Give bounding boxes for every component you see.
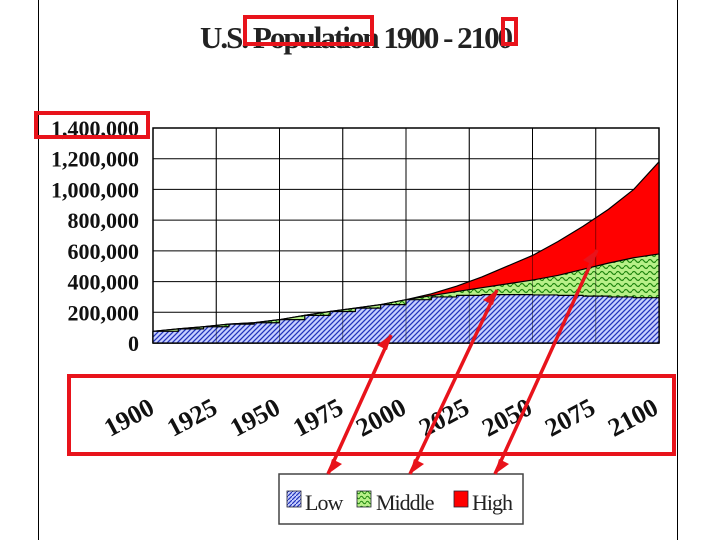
- legend-box: [278, 473, 524, 525]
- x-tick-label: 2075: [540, 392, 600, 442]
- x-tick-label: 1975: [288, 392, 348, 442]
- slide-frame: [38, 0, 678, 540]
- legend-label-middle: Middle: [376, 490, 434, 515]
- series-areas: [152, 128, 660, 344]
- x-tick-label: 1900: [99, 392, 159, 442]
- title-highlight-box: [243, 15, 374, 46]
- y-tick-label: 600,000: [68, 239, 140, 264]
- legend: Low Middle High: [278, 473, 524, 525]
- legend-label-high: High: [472, 490, 513, 515]
- y-tick-label: 800,000: [68, 208, 140, 233]
- legend-swatch-high: [453, 490, 469, 508]
- x-tick-label: 1950: [225, 392, 285, 442]
- x-tick-label: 1925: [162, 392, 222, 442]
- y-tick-label: 200,000: [68, 300, 140, 325]
- chart-title: U.S. Population 1900 - 2100: [200, 20, 513, 55]
- y-tick-label: 1,200,000: [51, 147, 139, 172]
- y-axis-labels: 0 200,000 400,000 600,000 800,000 1,000,000 1,…: [51, 116, 139, 356]
- year-end-highlight-box: [501, 17, 518, 46]
- annotations: [34, 15, 676, 475]
- y-max-highlight-box: [34, 111, 150, 139]
- legend-swatch-middle: [356, 490, 372, 508]
- arrow-high: [493, 249, 599, 475]
- y-tick-label: 1,000,000: [51, 177, 139, 202]
- legend-label-low: Low: [305, 490, 343, 515]
- arrow-low: [326, 334, 393, 475]
- x-tick-label: 2100: [603, 392, 663, 442]
- plot-area: [152, 127, 660, 344]
- x-axis-labels: 1900 1925 1950 1975 2000 2025 2050 2075 2100: [99, 392, 663, 442]
- y-tick-label: 0: [128, 331, 139, 356]
- legend-swatch-low: [286, 490, 302, 508]
- y-tick-label: 400,000: [68, 270, 140, 295]
- arrow-middle: [408, 289, 499, 475]
